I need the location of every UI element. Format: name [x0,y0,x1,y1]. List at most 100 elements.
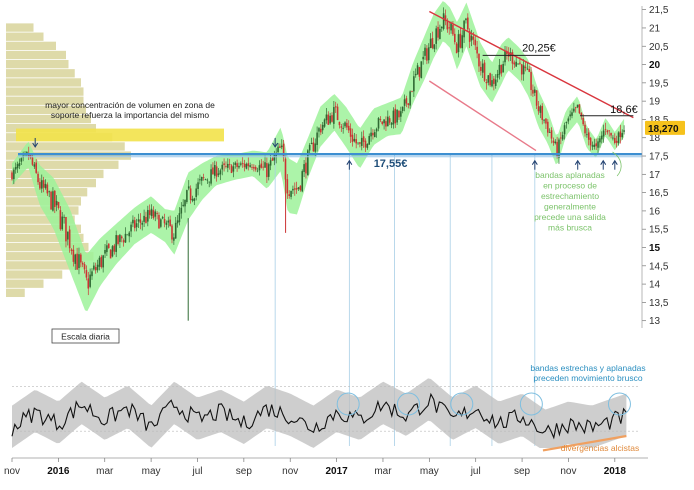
candle-body [40,180,43,189]
candle-body [282,143,285,158]
candle-body [513,62,516,65]
candle-body [53,190,56,207]
candle-body [120,236,123,239]
candle-body [414,73,417,76]
x-tick-label: nov [560,466,576,477]
candle-body [530,71,532,91]
candle-body [606,130,609,133]
x-tick-label: sep [514,466,531,477]
volume-bar [6,224,81,233]
candle-body [156,213,158,214]
volume-bar [6,169,104,179]
candle-body [176,220,179,224]
candle-body [31,157,34,165]
candle-body [254,167,257,170]
volume-bar [6,261,84,270]
candle-body [599,138,601,143]
candle-body [400,111,402,117]
indicator-highlight-circle [607,392,631,416]
candle-body [258,165,261,171]
annotation-line: bandas aplanadas [535,170,604,180]
band-area [12,1,625,312]
level-lines [18,10,642,170]
candle-body [96,264,99,271]
candle-body [491,80,493,87]
candle-body [453,33,456,43]
candle-body [68,229,71,249]
annotation-volume_note: mayor concentración de volumen en zona d… [45,100,215,120]
x-tick-label: nov [282,466,298,477]
candle-body [262,166,264,168]
candle-body [310,142,313,145]
y-tick-label: 17 [649,170,661,181]
candle-body [264,162,266,168]
candle-body [517,63,519,65]
candle-body [589,137,592,146]
candle-body [173,237,175,241]
candle-body [467,17,469,30]
candle-body [301,171,304,192]
annotation-line: bandas estrechas y aplanadas [530,363,645,373]
candle-body [586,134,588,136]
y-tick-label: 20,5 [649,42,669,53]
candle-body [537,106,540,112]
volume-bar [6,78,81,87]
candle-body [314,143,317,152]
candle-body [199,179,201,181]
candle-body [368,136,371,145]
candle-body [329,115,331,124]
candle-body [448,27,451,29]
candle-body [57,201,60,208]
candle-body [468,31,471,42]
candle-body [81,262,84,265]
annotation-line: en proceso de [543,181,597,191]
candle-body [560,137,562,139]
candle-body [14,167,17,170]
candle-body [461,35,464,49]
candle-body [122,240,125,243]
candle-body [325,114,328,121]
candle-body [55,200,58,206]
candle-body [67,231,69,240]
candle-body [104,250,106,254]
candle-body [225,166,227,167]
candle-body [381,121,384,124]
candle-body [280,145,283,148]
candle-body [227,163,229,168]
annotation-line: preceden movimiento brusco [533,373,642,383]
candle-body [39,182,41,189]
volume-bar [6,59,69,69]
candle-body [413,76,415,92]
candle-body [474,39,477,46]
arrow-head [346,159,353,165]
candle-body [478,53,480,67]
candle-body [357,142,359,144]
volume-bar [6,242,89,252]
candle-body [457,34,460,53]
candle-body [61,216,64,230]
candle-body [50,191,52,210]
y-tick-label: 14 [649,280,661,291]
candle-body [444,15,447,22]
candle-body [124,233,127,243]
candle-body [558,139,560,159]
candle-body [388,118,391,123]
candle-body [351,134,354,142]
candle-body [295,188,298,190]
y-tick-label: 18 [649,133,661,144]
y-tick-label: 14,5 [649,261,669,272]
candle-body [228,164,231,165]
candle-body [349,128,352,137]
candle-body [215,166,218,177]
candle-body [615,140,618,143]
candle-body [208,181,211,183]
candle-body [293,188,296,190]
current-price-label: 18,270 [648,124,679,135]
candle-body [569,114,571,117]
candle-body [320,128,322,133]
y-tick-label: 16,5 [649,188,669,199]
candle-body [545,118,547,124]
candle-body [267,164,270,177]
volume-bar [6,160,119,169]
